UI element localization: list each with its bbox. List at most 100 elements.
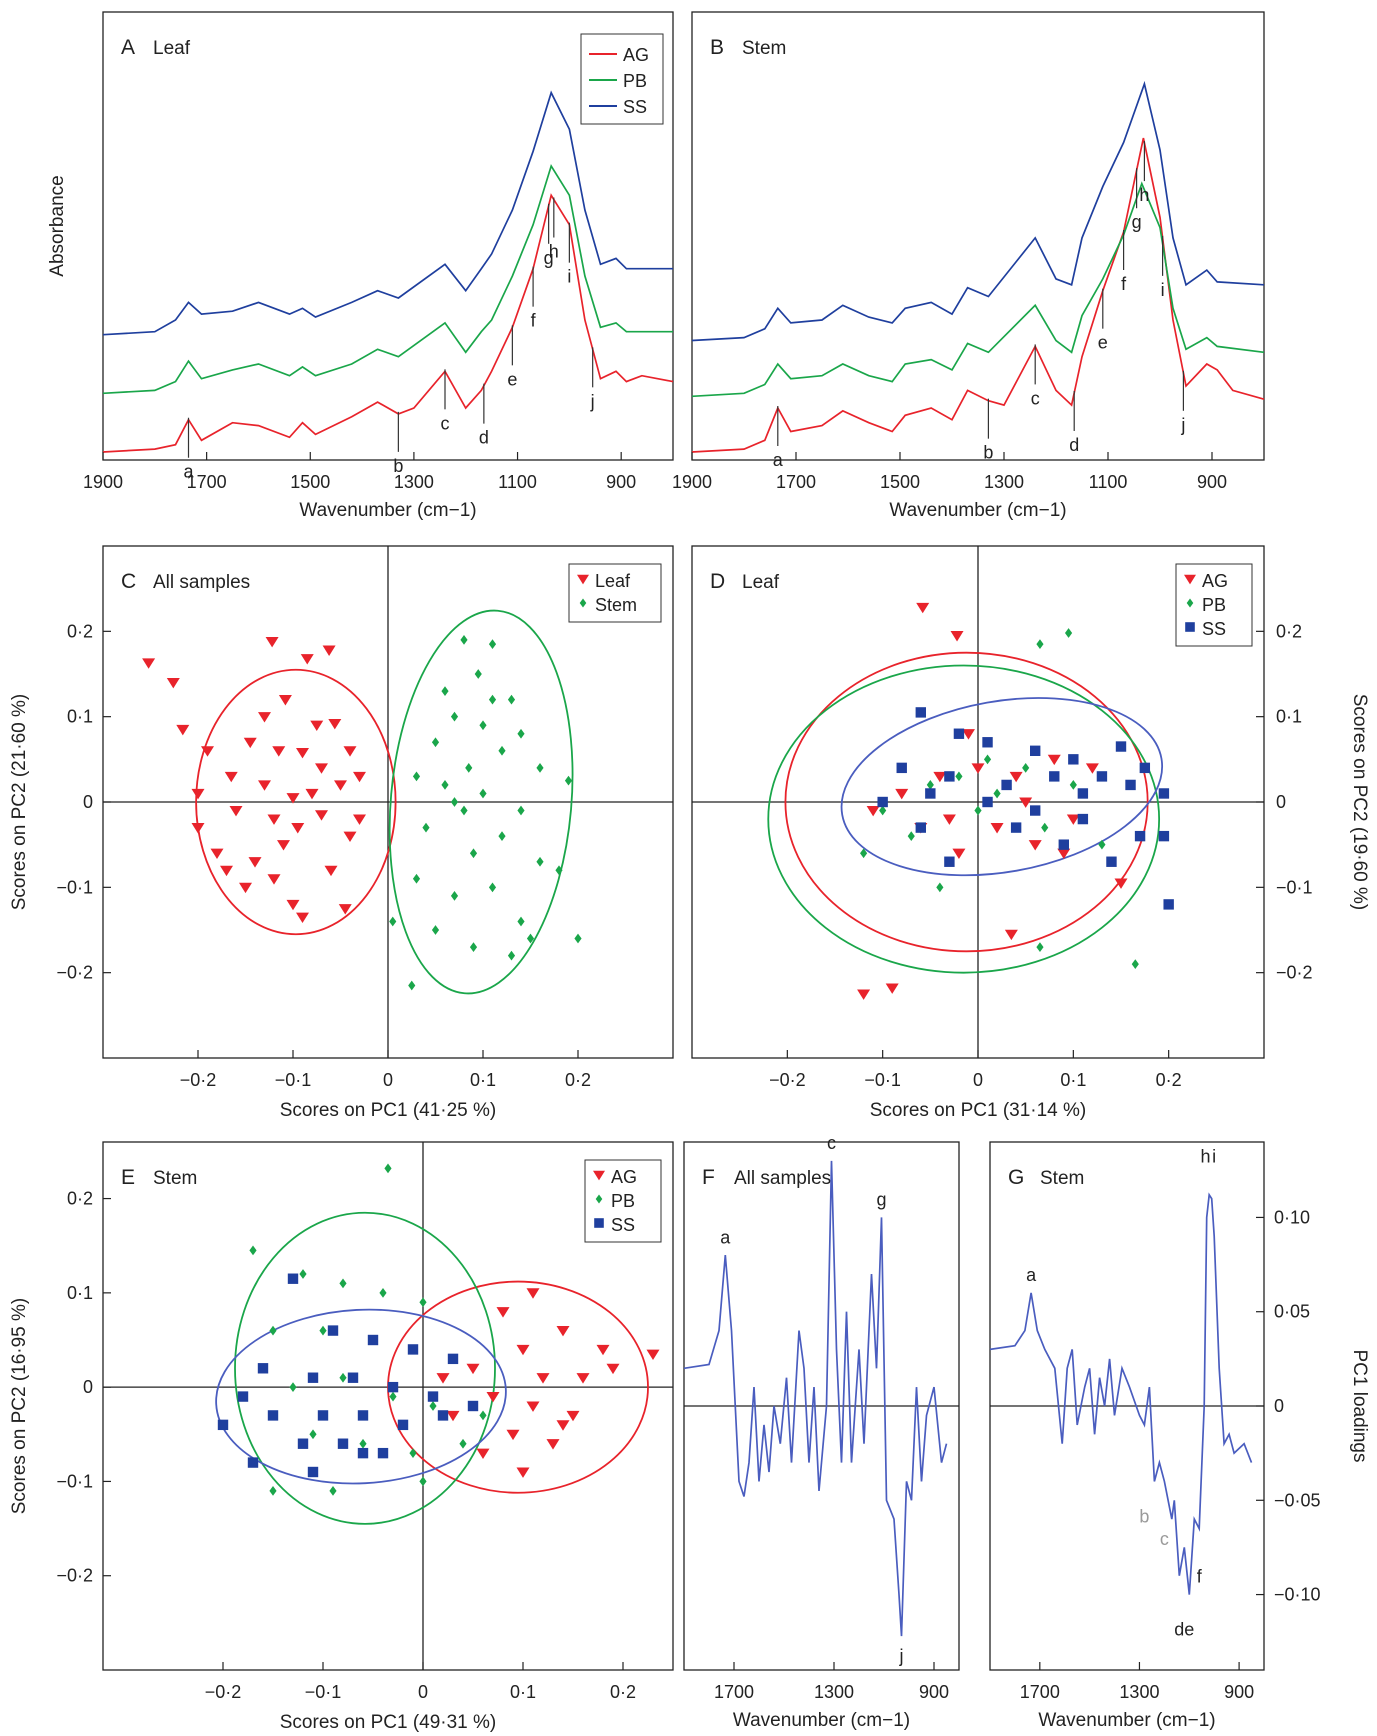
marker-diamond xyxy=(936,882,944,893)
x-tick-label: 0 xyxy=(418,1682,428,1702)
marker-diamond xyxy=(329,1485,337,1496)
spectrum-SS xyxy=(691,80,1265,342)
marker-triangle xyxy=(1114,878,1128,889)
marker-square xyxy=(357,1410,369,1421)
marker-diamond xyxy=(299,1269,307,1279)
panel-letter: F xyxy=(702,1166,715,1189)
marker-diamond xyxy=(450,797,459,807)
band-label-i: i xyxy=(567,267,571,287)
marker-square xyxy=(925,788,936,799)
y-tick-label: 0·1 xyxy=(67,1283,93,1303)
x-tick-label: 1700 xyxy=(714,1682,754,1702)
marker-triangle xyxy=(353,771,366,783)
x-tick-label: 1900 xyxy=(83,472,123,492)
marker-square xyxy=(1158,788,1170,799)
marker-triangle xyxy=(961,729,975,740)
marker-square xyxy=(1115,741,1127,752)
y-tick-label: −0·2 xyxy=(56,1566,93,1586)
marker-diamond xyxy=(1041,822,1049,833)
marker-square xyxy=(982,737,993,748)
marker-triangle xyxy=(191,788,205,800)
marker-diamond xyxy=(536,762,544,773)
marker-triangle xyxy=(1019,797,1033,808)
marker-diamond xyxy=(359,1438,367,1449)
marker-diamond xyxy=(526,933,535,944)
y-tick-label: −0·1 xyxy=(56,877,93,897)
marker-triangle xyxy=(291,823,305,834)
marker-diamond xyxy=(269,1485,277,1496)
marker-triangle xyxy=(267,874,281,885)
marker-triangle xyxy=(258,780,271,791)
marker-diamond xyxy=(429,1401,437,1411)
marker-square xyxy=(437,1410,449,1421)
marker-diamond xyxy=(339,1278,347,1289)
plot-frame xyxy=(102,11,674,461)
y-tick-label: 0·1 xyxy=(1276,707,1302,727)
x-tick-label: 0·1 xyxy=(510,1682,536,1702)
marker-diamond xyxy=(564,775,573,786)
marker-triangle xyxy=(895,788,909,800)
band-label-f: f xyxy=(1197,1567,1203,1587)
y-tick-label: 0·10 xyxy=(1274,1207,1310,1227)
plot-frame xyxy=(691,11,1265,461)
band-label-g: g xyxy=(1132,212,1142,232)
marker-triangle xyxy=(866,805,880,817)
marker-diamond xyxy=(993,788,1001,799)
marker-diamond xyxy=(460,634,468,645)
marker-triangle xyxy=(1028,840,1042,851)
marker-triangle xyxy=(952,848,966,860)
x-tick-label: 0·1 xyxy=(470,1070,496,1090)
marker-diamond xyxy=(595,1194,603,1204)
marker-triangle xyxy=(446,1410,460,1422)
x-tick-label: 1500 xyxy=(290,472,330,492)
marker-triangle xyxy=(496,1307,510,1318)
marker-triangle xyxy=(322,645,336,656)
band-label-j: j xyxy=(899,1646,904,1666)
marker-triangle xyxy=(191,823,205,834)
marker-diamond xyxy=(555,865,563,876)
band-label-a: a xyxy=(1026,1265,1037,1285)
marker-square xyxy=(953,728,965,739)
x-tick-label: 1500 xyxy=(880,472,920,492)
marker-triangle xyxy=(248,857,262,868)
confidence-ellipse-Leaf xyxy=(195,668,397,936)
marker-diamond xyxy=(412,771,421,782)
legend-label-SS: SS xyxy=(623,97,647,117)
marker-triangle xyxy=(576,1373,590,1384)
marker-diamond xyxy=(450,711,459,722)
marker-triangle xyxy=(857,989,871,1000)
marker-diamond xyxy=(269,1325,277,1336)
marker-square xyxy=(307,1466,319,1478)
marker-square xyxy=(407,1344,419,1355)
band-label-g: g xyxy=(876,1190,886,1210)
marker-diamond xyxy=(1098,839,1106,850)
marker-diamond xyxy=(389,1391,397,1402)
marker-triangle xyxy=(267,814,281,825)
legend-label-SS: SS xyxy=(1202,619,1226,639)
marker-diamond xyxy=(498,745,506,756)
marker-triangle xyxy=(1004,929,1018,941)
marker-triangle xyxy=(942,814,956,825)
marker-square xyxy=(297,1438,309,1449)
x-tick-label: 1300 xyxy=(1119,1682,1159,1702)
legend-label-SS: SS xyxy=(611,1215,635,1235)
marker-diamond xyxy=(1069,780,1077,790)
marker-square xyxy=(267,1410,279,1421)
y-axis-label: Absorbance xyxy=(47,175,68,276)
panel-letter: B xyxy=(710,36,724,59)
band-label-a: a xyxy=(183,462,194,482)
band-label-a: a xyxy=(773,450,784,470)
marker-square xyxy=(1158,830,1170,842)
panel-B: B Stem 1900 1700 1500 1300 1100 900 Wavenumber (… xyxy=(672,11,1265,521)
x-tick-label: 900 xyxy=(919,1682,949,1702)
panel-title: All samples xyxy=(734,1168,831,1189)
x-tick-label: −0·1 xyxy=(864,1070,901,1090)
marker-diamond xyxy=(983,754,992,765)
marker-diamond xyxy=(441,686,449,696)
marker-triangle xyxy=(516,1344,530,1356)
marker-diamond xyxy=(1022,762,1030,773)
marker-triangle xyxy=(343,746,357,757)
plot-frame xyxy=(102,1141,674,1671)
y-tick-label: 0 xyxy=(1274,1396,1284,1416)
marker-triangle xyxy=(324,865,338,877)
